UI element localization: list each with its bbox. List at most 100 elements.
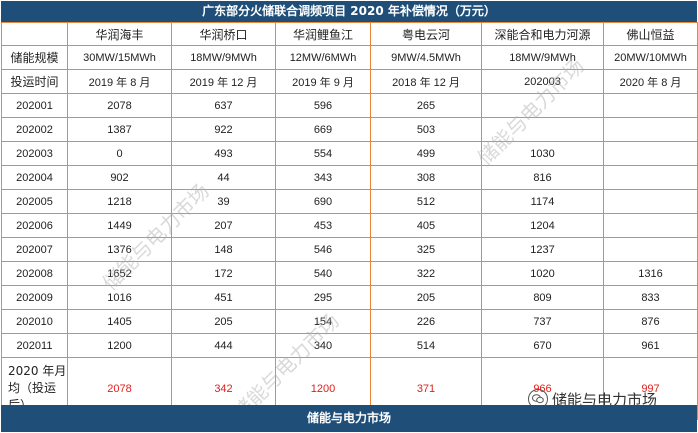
- value-cell: 322: [370, 261, 482, 286]
- column-header: 华润鲤鱼江: [275, 22, 371, 46]
- value-cell: 546: [275, 237, 371, 262]
- value-cell: [481, 93, 604, 118]
- value-cell: 514: [370, 333, 482, 358]
- column-header: 粤电云河: [370, 22, 482, 46]
- value-cell: 961: [603, 333, 698, 358]
- value-cell: [603, 117, 698, 142]
- value-cell: 172: [171, 261, 276, 286]
- value-cell: 669: [275, 117, 371, 142]
- value-cell: 205: [171, 309, 276, 334]
- table-row: 202008 1652 172 540 322 1020 1316: [1, 261, 698, 286]
- value-cell: 444: [171, 333, 276, 358]
- value-cell: 503: [370, 117, 482, 142]
- month-cell: 202008: [1, 261, 68, 286]
- value-cell: 207: [171, 213, 276, 238]
- value-cell: 922: [171, 117, 276, 142]
- capacity-cell: 12MW/6MWh: [275, 45, 371, 70]
- value-cell: 265: [370, 93, 482, 118]
- value-cell: 1200: [67, 333, 172, 358]
- value-cell: 540: [275, 261, 371, 286]
- footer-title: 储能与电力市场: [1, 405, 697, 432]
- value-cell: 325: [370, 237, 482, 262]
- table-row: 202009 1016 451 295 205 809 833: [1, 285, 698, 310]
- value-cell: [603, 213, 698, 238]
- value-cell: 690: [275, 189, 371, 214]
- header-row: 华润海丰 华润桥口 华润鲤鱼江 粤电云河 深能合和电力河源 佛山恒益: [1, 22, 698, 46]
- commission-cell: 2019 年 8 月: [67, 69, 172, 94]
- column-header: 佛山恒益: [603, 22, 698, 46]
- table-row: 202001 2078 637 596 265: [1, 93, 698, 118]
- brand-name: 储能与电力市场: [552, 390, 658, 409]
- commission-cell: 202003: [481, 69, 604, 94]
- table-row: 202003 0 493 554 499 1030: [1, 141, 698, 166]
- value-cell: 226: [370, 309, 482, 334]
- value-cell: 637: [171, 93, 276, 118]
- month-cell: 202007: [1, 237, 68, 262]
- value-cell: [603, 189, 698, 214]
- value-cell: 816: [481, 165, 604, 190]
- value-cell: 0: [67, 141, 172, 166]
- month-cell: 202002: [1, 117, 68, 142]
- value-cell: 1204: [481, 213, 604, 238]
- value-cell: 2078: [67, 93, 172, 118]
- corner-cell: [1, 22, 68, 46]
- commission-cell: 2018 年 12 月: [370, 69, 482, 94]
- commission-cell: 2019 年 12 月: [171, 69, 276, 94]
- capacity-cell: 30MW/15MWh: [67, 45, 172, 70]
- commission-cell: 2019 年 9 月: [275, 69, 371, 94]
- value-cell: 1020: [481, 261, 604, 286]
- month-cell: 202010: [1, 309, 68, 334]
- table-row: 202010 1405 205 154 226 737 876: [1, 309, 698, 334]
- month-cell: 202001: [1, 93, 68, 118]
- value-cell: 343: [275, 165, 371, 190]
- value-cell: 1652: [67, 261, 172, 286]
- value-cell: 453: [275, 213, 371, 238]
- value-cell: 1376: [67, 237, 172, 262]
- commission-cell: 2020 年 8 月: [603, 69, 698, 94]
- value-cell: 39: [171, 189, 276, 214]
- capacity-cell: 18MW/9MWh: [171, 45, 276, 70]
- table-row: 202006 1449 207 453 405 1204: [1, 213, 698, 238]
- value-cell: 596: [275, 93, 371, 118]
- value-cell: 295: [275, 285, 371, 310]
- value-cell: [603, 141, 698, 166]
- capacity-cell: 18MW/9MWh: [481, 45, 604, 70]
- value-cell: 833: [603, 285, 698, 310]
- column-header: 华润桥口: [171, 22, 276, 46]
- month-cell: 202006: [1, 213, 68, 238]
- table-row: 202004 902 44 343 308 816: [1, 165, 698, 190]
- compensation-table: 华润海丰 华润桥口 华润鲤鱼江 粤电云河 深能合和电力河源 佛山恒益 储能规模 …: [1, 22, 698, 420]
- value-cell: 499: [370, 141, 482, 166]
- value-cell: 44: [171, 165, 276, 190]
- capacity-cell: 9MW/4.5MWh: [370, 45, 482, 70]
- table-row: 202002 1387 922 669 503: [1, 117, 698, 142]
- value-cell: 737: [481, 309, 604, 334]
- column-header: 深能合和电力河源: [481, 22, 604, 46]
- value-cell: 493: [171, 141, 276, 166]
- capacity-cell: 20MW/10MWh: [603, 45, 698, 70]
- value-cell: 451: [171, 285, 276, 310]
- row-label: 储能规模: [1, 45, 68, 70]
- value-cell: 154: [275, 309, 371, 334]
- row-label: 投运时间: [1, 69, 68, 94]
- commission-row: 投运时间 2019 年 8 月 2019 年 12 月 2019 年 9 月 2…: [1, 69, 698, 94]
- table-title: 广东部分火储联合调频项目 2020 年补偿情况（万元）: [1, 1, 697, 22]
- brand-mark: 储能与电力市场: [528, 387, 657, 411]
- table-row: 202007 1376 148 546 325 1237: [1, 237, 698, 262]
- month-cell: 202011: [1, 333, 68, 358]
- value-cell: 205: [370, 285, 482, 310]
- month-cell: 202005: [1, 189, 68, 214]
- month-cell: 202004: [1, 165, 68, 190]
- value-cell: [603, 237, 698, 262]
- value-cell: 512: [370, 189, 482, 214]
- table-row: 202005 1218 39 690 512 1174: [1, 189, 698, 214]
- value-cell: 1174: [481, 189, 604, 214]
- value-cell: 340: [275, 333, 371, 358]
- value-cell: 1237: [481, 237, 604, 262]
- value-cell: 405: [370, 213, 482, 238]
- value-cell: 554: [275, 141, 371, 166]
- table-row: 202011 1200 444 340 514 670 961: [1, 333, 698, 358]
- value-cell: 902: [67, 165, 172, 190]
- value-cell: 1218: [67, 189, 172, 214]
